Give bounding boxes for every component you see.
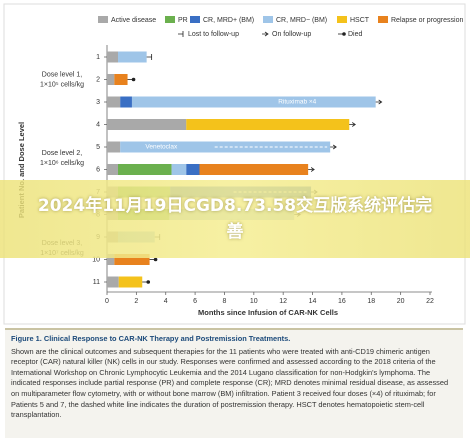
legend-swatch: [190, 16, 200, 23]
banner-text: 2024年11月19日CGD8.73.58交互版系统评估完善: [37, 196, 433, 242]
on-follow-up-marker: [349, 122, 356, 127]
segment: [120, 96, 132, 108]
x-tick-label: 4: [164, 298, 168, 305]
on-follow-up-marker: [330, 144, 337, 150]
segment: [186, 119, 350, 130]
caption-title: Figure 1. Clinical Response to CAR-NK Th…: [11, 334, 291, 343]
group-label: Dose level 1,: [42, 71, 83, 78]
banner: 2024年11月19日CGD8.73.58交互版系统评估完善: [0, 180, 470, 258]
legend-label: CR, MRD+ (BM): [203, 17, 254, 24]
segment: [114, 254, 150, 265]
patient-label: 1: [96, 54, 100, 61]
died-marker: [153, 257, 158, 262]
lost-marker: [146, 54, 153, 60]
x-tick-label: 16: [338, 298, 346, 305]
patient-label: 6: [96, 166, 100, 173]
caption: Figure 1. Clinical Response to CAR-NK Th…: [5, 328, 463, 438]
segment: [107, 96, 121, 108]
segment: [199, 164, 309, 175]
patient-label: 11: [93, 279, 100, 286]
segment: [118, 164, 172, 175]
legend-label: Lost to follow-up: [188, 31, 239, 38]
patient-label: 5: [96, 144, 100, 151]
legend-label: On follow-up: [272, 31, 311, 38]
segment: [107, 141, 121, 153]
chart: Patient No. and Dose Level Months since …: [3, 3, 466, 325]
legend-swatch: [98, 16, 108, 23]
x-tick-label: 10: [250, 298, 258, 305]
x-tick-label: 0: [105, 298, 109, 305]
segment: [114, 74, 128, 85]
x-tick-label: 8: [223, 298, 227, 305]
legend-label: Relapse or progression: [391, 17, 463, 24]
segment: [107, 164, 119, 175]
segment: [107, 119, 187, 130]
group-label: 1×10⁵ cells/kg: [40, 81, 84, 88]
segment-annotation: Venetoclax: [145, 144, 178, 151]
x-tick-label: 2: [134, 298, 138, 305]
caption-body: Shown are the clinical outcomes and subs…: [11, 346, 449, 420]
y-axis-title: Patient No. and Dose Level: [17, 122, 26, 218]
patient-label: 2: [96, 76, 100, 83]
segment: [131, 96, 376, 108]
segment: [171, 164, 187, 175]
on-follow-up-marker: [375, 99, 383, 105]
legend-label: Died: [348, 31, 363, 38]
patient-label: 3: [96, 99, 100, 106]
segment-annotation: Rituximab ×4: [278, 99, 316, 106]
legend-label: HSCT: [350, 17, 370, 24]
x-tick-label: 14: [309, 298, 317, 305]
segment: [186, 164, 200, 175]
segment: [107, 74, 115, 85]
group-label: 1×10⁶ cells/kg: [40, 160, 84, 167]
on-follow-up-marker: [308, 167, 315, 172]
on-follow-up-marker: [262, 31, 269, 37]
lost-marker: [178, 31, 184, 37]
legend-label: CR, MRD− (BM): [276, 17, 327, 24]
legend-swatch: [378, 16, 388, 23]
died-marker: [146, 280, 151, 284]
patient-label: 4: [96, 121, 100, 128]
x-tick-label: 20: [397, 298, 405, 305]
x-tick-label: 18: [367, 298, 375, 305]
legend-swatch: [337, 16, 347, 23]
segment: [107, 276, 119, 288]
segment: [118, 51, 147, 63]
died-marker: [342, 32, 346, 36]
segment: [118, 276, 143, 288]
legend-swatch: [263, 16, 273, 23]
x-axis-title: Months since Infusion of CAR-NK Cells: [198, 308, 338, 317]
group-label: Dose level 2,: [42, 150, 83, 157]
patient-label: 10: [92, 256, 100, 263]
x-tick-label: 12: [279, 298, 287, 305]
segment: [107, 51, 119, 63]
x-tick-label: 6: [193, 298, 197, 305]
segment: [107, 254, 115, 265]
legend-label: Active disease: [111, 17, 156, 24]
legend-label: PR: [178, 17, 188, 24]
x-tick-label: 22: [426, 298, 434, 305]
died-marker: [131, 77, 136, 82]
legend-swatch: [165, 16, 175, 23]
